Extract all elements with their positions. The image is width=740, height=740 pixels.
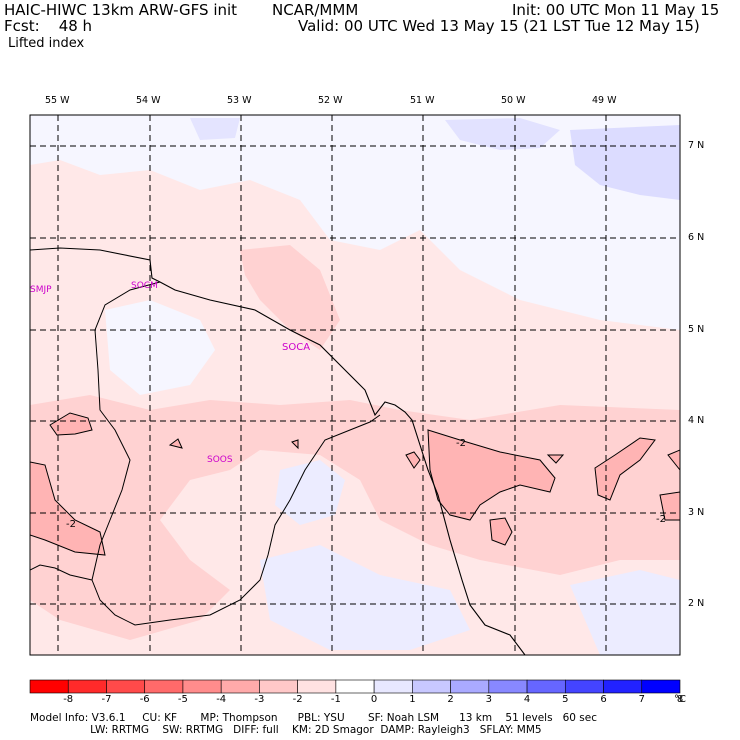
contour-label-center: -2 (456, 438, 466, 449)
lon-label-52w: 52 W (318, 95, 343, 106)
colorbar-tick-label: -2 (292, 694, 303, 705)
colorbar-swatch (335, 679, 375, 694)
li-below-minus2-south (489, 517, 513, 546)
model-title: HAIC-HIWC 13km ARW-GFS init (4, 1, 238, 19)
lon-label-53w: 53 W (227, 95, 252, 106)
colorbar-tick-label: -4 (216, 694, 227, 705)
valid-time: Valid: 00 UTC Wed 13 May 15 (21 LST Tue … (298, 17, 700, 35)
contour-label-west: -2 (66, 519, 76, 530)
colorbar-swatch (450, 679, 490, 694)
lat-label-4n: 4 N (688, 415, 705, 426)
positive-interior-south (260, 545, 470, 650)
colorbar-swatch (603, 679, 643, 694)
li-below-minus2-small-3 (291, 439, 299, 450)
positive-north-center (445, 118, 560, 150)
colorbar-tick-label: -7 (101, 694, 112, 705)
li-below-minus2-west (30, 461, 106, 556)
positive-north-west (190, 118, 240, 140)
lat-label-7n: 7 N (688, 140, 705, 151)
lat-label-3n: 3 N (688, 507, 705, 518)
graticule (30, 115, 680, 655)
positive-interior-center (275, 460, 345, 525)
colorbar-swatch (564, 679, 604, 694)
colorbar-swatch (641, 679, 681, 694)
li-below-minus2-small-1 (405, 451, 421, 469)
border-south-west (30, 564, 93, 581)
li-below-minus2-east-edge (667, 449, 680, 471)
colorbar-swatch (412, 679, 451, 694)
colorbar-tick-label: -3 (254, 694, 265, 705)
map-frame (29, 114, 681, 656)
field-name: Lifted index (8, 36, 85, 51)
colorbar-tick-label: 0 (370, 694, 378, 705)
lon-label-50w: 50 W (501, 95, 526, 106)
li-below-minus2-east (594, 437, 656, 501)
lon-label-49w: 49 W (592, 95, 617, 106)
colorbar-tick-label: 4 (523, 694, 531, 705)
model-info-line2: LW: RRTMG SW: RRTMG DIFF: full KM: 2D Sm… (30, 724, 542, 736)
colorbar-swatch (526, 679, 566, 694)
colorbar-tick-label: 3 (485, 694, 492, 705)
station-smjp: SMJP (30, 285, 52, 295)
colorbar-tick-label: -8 (63, 694, 74, 705)
colorbar-tick-label: -6 (139, 694, 150, 705)
colorbar-swatch (144, 679, 184, 694)
colorbar-swatch (29, 679, 69, 694)
coastline (30, 247, 526, 655)
colorbar-unit: °C (674, 694, 686, 705)
station-soca: SOCA (282, 342, 310, 353)
colorbar-tick-label: -1 (330, 694, 341, 705)
positive-north-east (570, 125, 680, 200)
colorbar-swatch (220, 679, 260, 694)
li-below-minus2-nw (49, 412, 93, 436)
colorbar-swatch (259, 679, 298, 694)
li-below-minus2-small-2 (168, 438, 183, 449)
colorbar-tick-label: 6 (600, 694, 607, 705)
positive-south-east (570, 570, 680, 655)
colorbar-swatch (106, 679, 146, 694)
lat-label-2n: 2 N (688, 598, 705, 609)
lat-label-6n: 6 N (688, 232, 705, 243)
lon-label-55w: 55 W (45, 95, 70, 106)
colorbar (29, 679, 681, 694)
forecast-hour: Fcst: 48 h (4, 17, 93, 35)
lat-label-5n: 5 N (688, 324, 705, 335)
colorbar-swatch (67, 679, 107, 694)
border-suriname-french-guiana (91, 281, 381, 626)
model-info-line1: Model Info: V3.6.1 CU: KF MP: Thompson P… (30, 712, 597, 724)
org-label: NCAR/MMM (272, 1, 359, 19)
contour-label-east: -2 (656, 514, 666, 525)
near-zero-north (30, 115, 680, 330)
colorbar-swatch (488, 679, 528, 694)
colorbar-tick-label: 8 (676, 694, 684, 705)
colorbar-tick-label: 5 (562, 694, 569, 705)
colorbar-tick-label: -5 (177, 694, 188, 705)
station-soos: SOOS (207, 455, 233, 465)
station-socm: SOCM (131, 281, 158, 291)
near-zero-coast-west (105, 300, 215, 395)
pink-band-coast (240, 245, 340, 350)
colorbar-tick-label: 2 (447, 694, 454, 705)
li-below-minus2-small-4 (546, 454, 565, 464)
colorbar-tick-label: 7 (638, 694, 645, 705)
init-time: Init: 00 UTC Mon 11 May 15 (512, 1, 720, 19)
colorbar-tick-label: 1 (409, 694, 416, 705)
lon-label-51w: 51 W (410, 95, 435, 106)
colorbar-swatch (373, 679, 413, 694)
colorbar-swatch (297, 679, 337, 694)
colorbar-swatch (182, 679, 222, 694)
lon-label-54w: 54 W (136, 95, 161, 106)
